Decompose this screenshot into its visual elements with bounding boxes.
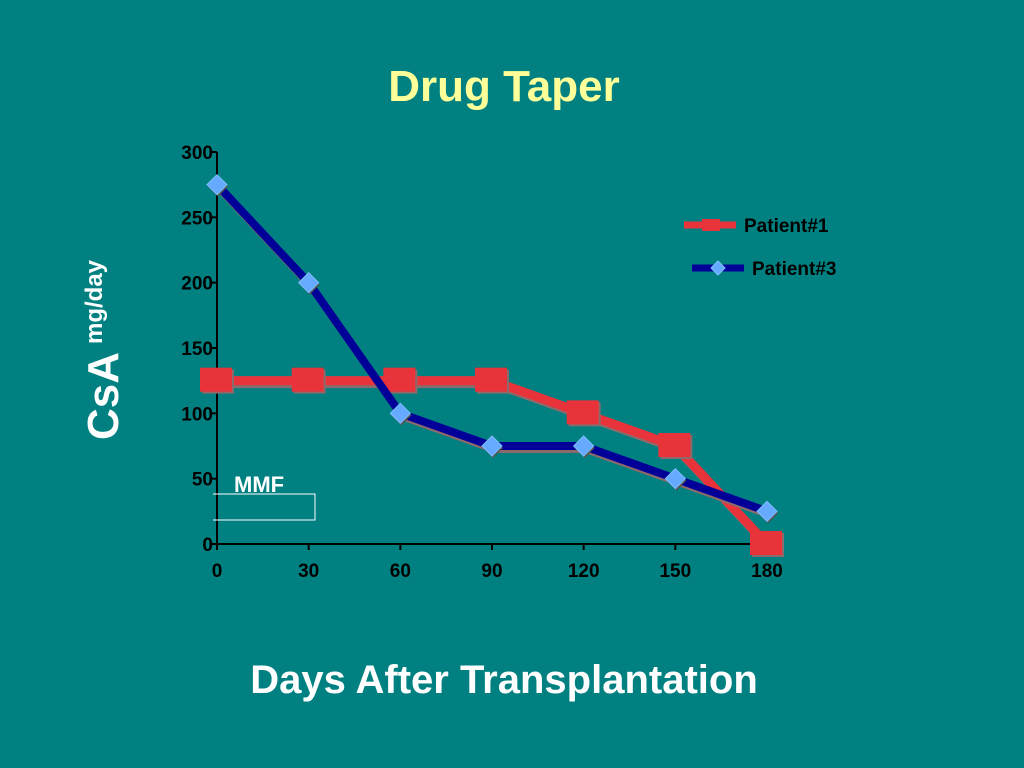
y-tick-label: 0 bbox=[202, 535, 213, 556]
data-point bbox=[200, 367, 232, 392]
data-point bbox=[291, 367, 324, 392]
y-tick-label: 250 bbox=[181, 208, 213, 229]
annotation-mmf: MMF bbox=[213, 472, 316, 521]
legend-item: Patient#1 bbox=[684, 216, 829, 237]
data-point bbox=[664, 467, 687, 490]
x-tick-label: 150 bbox=[659, 561, 691, 582]
series-layer bbox=[200, 173, 784, 557]
x-axis-label: Days After Transplantation bbox=[250, 658, 758, 702]
x-tick-label: 60 bbox=[390, 561, 411, 582]
y-tick-label: 200 bbox=[181, 274, 213, 295]
legend-item: Patient#3 bbox=[692, 259, 836, 280]
series-patient-3 bbox=[206, 173, 778, 524]
y-tick-label: 100 bbox=[181, 404, 213, 425]
legend-label: Patient#1 bbox=[744, 216, 829, 237]
data-point bbox=[383, 367, 416, 392]
annotation-bracket bbox=[213, 493, 316, 521]
data-point bbox=[297, 271, 320, 294]
data-point bbox=[206, 173, 228, 196]
data-point bbox=[572, 435, 595, 457]
data-point bbox=[481, 435, 503, 457]
data-point bbox=[389, 402, 412, 425]
y-tick-label: 50 bbox=[192, 470, 213, 491]
x-tick-label: 120 bbox=[568, 561, 600, 582]
data-point bbox=[756, 500, 778, 523]
chart-title: Drug Taper bbox=[388, 62, 620, 111]
data-point bbox=[566, 400, 599, 425]
x-tick-label: 180 bbox=[751, 561, 783, 582]
data-point bbox=[750, 531, 782, 555]
y-tick-label: 150 bbox=[181, 339, 213, 360]
y-tick-label: 300 bbox=[181, 143, 213, 164]
axes: 0 50 100 150 200 250 300 0 30 60 90 120 150 180 bbox=[181, 143, 783, 582]
legend-swatch-marker bbox=[710, 260, 726, 276]
x-tick-label: 0 bbox=[212, 561, 223, 582]
legend-label: Patient#3 bbox=[752, 259, 836, 280]
legend: Patient#1 Patient#3 bbox=[684, 216, 836, 280]
series-line-shadow bbox=[219, 379, 773, 551]
x-tick-label: 90 bbox=[481, 561, 502, 582]
legend-swatch-marker bbox=[702, 219, 720, 231]
data-point bbox=[658, 433, 691, 457]
series-patient-1 bbox=[200, 367, 784, 557]
data-point bbox=[475, 367, 507, 392]
x-tick-label: 30 bbox=[298, 561, 319, 582]
annotation-label: MMF bbox=[234, 472, 284, 497]
